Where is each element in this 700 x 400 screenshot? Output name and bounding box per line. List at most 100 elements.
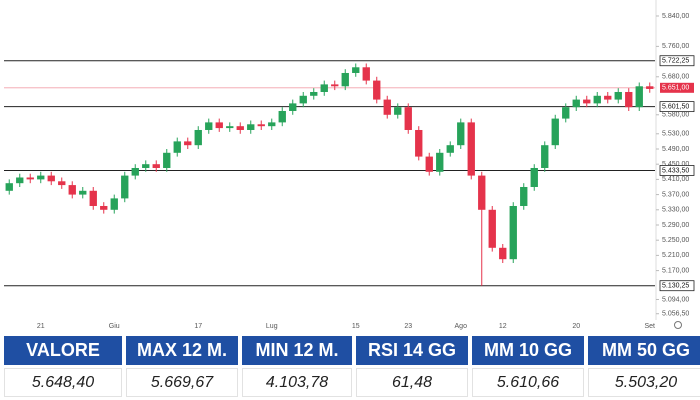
y-tick-label: 5.760,00 <box>662 43 689 50</box>
candle-body <box>551 118 559 146</box>
settings-icon[interactable] <box>674 321 682 329</box>
table-cell: 5.610,66 <box>472 368 584 397</box>
candle-body <box>604 95 612 100</box>
current-price-label: 5.651,00 <box>662 85 689 92</box>
candle-body <box>152 164 160 168</box>
x-tick-label: 12 <box>499 323 507 330</box>
candle-body <box>562 107 570 119</box>
candle-body <box>394 107 402 115</box>
candle-body <box>79 190 87 195</box>
candle-body <box>446 145 454 153</box>
y-tick-label: 5.210,00 <box>662 252 689 259</box>
y-tick-label: 5.170,00 <box>662 267 689 274</box>
y-tick-label: 5.410,00 <box>662 176 689 183</box>
table-cell: 5.669,67 <box>126 368 238 397</box>
x-tick-label: 23 <box>404 323 412 330</box>
x-tick-label: 20 <box>572 323 580 330</box>
table-header: MAX 12 M. <box>126 336 238 365</box>
table-header: MM 50 GG <box>588 336 700 365</box>
candle-body <box>646 86 654 89</box>
candle-body <box>299 95 307 104</box>
table-header: MM 10 GG <box>472 336 584 365</box>
candle-body <box>530 167 538 187</box>
table-cell: 5.503,20 <box>588 368 700 397</box>
candle-body <box>436 152 444 172</box>
candle-body <box>614 91 622 100</box>
level-label-box <box>659 280 695 292</box>
candle-body <box>478 175 486 210</box>
table-header: RSI 14 GG <box>356 336 468 365</box>
candle-body <box>499 247 507 260</box>
candle-body <box>205 122 213 130</box>
table-header: MIN 12 M. <box>242 336 352 365</box>
candle-body <box>257 124 265 127</box>
y-tick-label: 5.840,00 <box>662 13 689 20</box>
candle-body <box>383 99 391 115</box>
candle-body <box>226 126 234 129</box>
candle-body <box>16 177 24 184</box>
current-price-box <box>660 82 694 93</box>
candle-body <box>362 67 370 81</box>
chart: 5.840,00 5.760,00 5.680,00 5.580,00 5.530,00… <box>4 0 695 330</box>
x-tick-label: Giu <box>109 323 120 330</box>
candle-body <box>593 95 601 104</box>
candle-body <box>467 122 475 176</box>
candle-body <box>373 80 381 100</box>
candle-body <box>131 167 139 176</box>
candle-body <box>37 175 45 180</box>
candle-body <box>583 99 591 104</box>
candle-body <box>404 107 412 130</box>
candle-body <box>310 91 318 96</box>
x-tick-label: Lug <box>266 323 278 330</box>
candle-body <box>541 145 549 168</box>
candle-body <box>509 205 517 260</box>
table-cell: 4.103,78 <box>242 368 352 397</box>
candle-body <box>520 186 528 206</box>
table-cell: 5.648,40 <box>4 368 122 397</box>
level-label-box <box>659 55 695 67</box>
candle-body <box>236 126 244 130</box>
x-tick-label: 17 <box>194 323 202 330</box>
candle-body <box>289 103 297 111</box>
candle-body <box>26 177 34 180</box>
candle-body <box>215 122 223 129</box>
level-label: 5.433,50 <box>662 167 689 174</box>
y-tick-label: 5.580,00 <box>662 112 689 119</box>
candle-body <box>625 91 633 108</box>
level-label: 5.601,50 <box>662 103 689 110</box>
level-label: 5.722,25 <box>662 58 689 65</box>
candle-body <box>247 124 255 130</box>
candle-body <box>635 86 643 108</box>
candle-body <box>415 129 423 157</box>
candle-body <box>352 67 360 73</box>
y-tick-label: 5.680,00 <box>662 74 689 81</box>
y-tick-label: 5.450,00 <box>662 161 689 168</box>
level-label: 5.130,25 <box>662 283 689 290</box>
y-tick-label: 5.056,50 <box>662 311 689 318</box>
candle-body <box>173 141 181 153</box>
y-tick-label: 5.370,00 <box>662 191 689 198</box>
candle-body <box>457 122 465 146</box>
candle-body <box>68 185 76 195</box>
candle-body <box>58 181 66 186</box>
table-cell: 61,48 <box>356 368 468 397</box>
candle-body <box>194 129 202 146</box>
x-tick-label: Set <box>644 323 655 330</box>
y-tick-label: 5.094,00 <box>662 296 689 303</box>
candle-body <box>184 141 192 146</box>
candle-body <box>341 72 349 87</box>
y-tick-label: 5.530,00 <box>662 131 689 138</box>
candle-body <box>142 164 150 168</box>
candle-body <box>100 205 108 210</box>
candle-body <box>89 190 97 206</box>
x-tick-label: 15 <box>352 323 360 330</box>
candle-body <box>320 84 328 92</box>
candle-body <box>121 175 129 199</box>
candle-body <box>331 84 339 87</box>
candle-body <box>278 110 286 123</box>
candle-body <box>110 198 118 210</box>
level-label-box <box>659 101 695 113</box>
x-tick-label: Ago <box>455 323 468 330</box>
candle-body <box>163 152 171 168</box>
